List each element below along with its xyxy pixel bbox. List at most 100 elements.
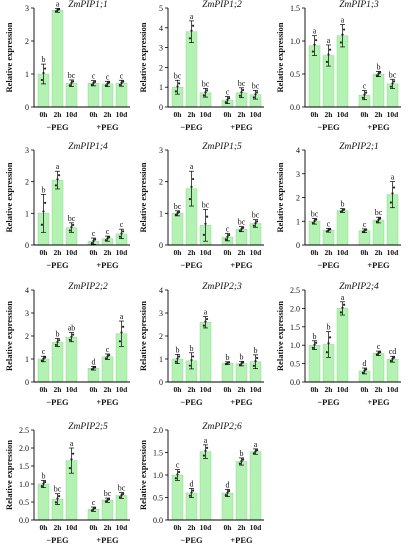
x-tick-label: 0h bbox=[224, 385, 233, 394]
group-label: −PEG bbox=[46, 260, 69, 270]
data-point bbox=[361, 230, 364, 233]
y-tick-label: 0 bbox=[159, 378, 163, 387]
y-tick-label: 2.0 bbox=[153, 426, 163, 435]
x-tick-label: 0h bbox=[361, 110, 370, 119]
data-point bbox=[393, 186, 396, 189]
y-tick-label: 2 bbox=[159, 63, 163, 72]
significance-letter: d bbox=[363, 359, 367, 368]
data-point bbox=[226, 98, 229, 101]
data-point bbox=[122, 492, 125, 496]
data-point bbox=[68, 338, 71, 342]
x-tick-label: 2h bbox=[375, 110, 384, 119]
data-point bbox=[106, 498, 109, 502]
y-tick-label: 1 bbox=[296, 217, 300, 226]
y-tick-label: 0.0 bbox=[153, 516, 163, 525]
data-point bbox=[315, 341, 318, 344]
data-point bbox=[325, 351, 328, 354]
data-point bbox=[192, 177, 195, 181]
data-point bbox=[252, 364, 255, 367]
x-tick-label: 10d bbox=[337, 110, 350, 119]
group-label: −PEG bbox=[46, 535, 69, 545]
data-point bbox=[238, 94, 241, 97]
group-label: +PEG bbox=[230, 122, 253, 132]
y-axis-label: Relative expression bbox=[4, 22, 14, 92]
y-tick-label: 2.5 bbox=[19, 426, 29, 435]
data-point bbox=[242, 361, 245, 364]
data-point bbox=[104, 357, 107, 360]
data-point bbox=[42, 71, 45, 75]
y-tick-label: 0.5 bbox=[290, 360, 300, 369]
x-tick-label: 0h bbox=[90, 523, 99, 532]
x-tick-label: 2h bbox=[104, 110, 113, 119]
data-point bbox=[252, 96, 255, 99]
data-point bbox=[256, 356, 259, 360]
data-point bbox=[72, 452, 75, 455]
x-tick-label: 0h bbox=[90, 248, 99, 257]
y-tick-label: 1 bbox=[25, 355, 29, 364]
data-point bbox=[108, 497, 111, 501]
data-point bbox=[202, 94, 205, 97]
data-point bbox=[178, 470, 181, 474]
y-axis-label: Relative expression bbox=[138, 440, 148, 510]
data-point bbox=[313, 43, 316, 46]
significance-letter: a bbox=[254, 440, 258, 449]
data-point bbox=[58, 174, 61, 177]
significance-letter: a bbox=[341, 293, 345, 302]
data-point bbox=[192, 489, 195, 492]
significance-letter: bc bbox=[174, 71, 182, 80]
y-tick-label: 0.5 bbox=[153, 494, 163, 503]
bar bbox=[171, 213, 184, 246]
y-tick-label: 0.5 bbox=[290, 70, 300, 79]
significance-letter: c bbox=[120, 71, 124, 80]
data-point bbox=[188, 364, 191, 367]
data-point bbox=[90, 509, 93, 512]
data-point bbox=[72, 80, 75, 83]
y-tick-label: 3 bbox=[25, 4, 29, 13]
panel-title: ZmPIP1;5 bbox=[202, 142, 242, 152]
data-point bbox=[106, 237, 109, 240]
x-tick-label: 2h bbox=[104, 385, 113, 394]
x-tick-label: 2h bbox=[375, 385, 384, 394]
bar bbox=[101, 83, 114, 108]
bar bbox=[65, 336, 78, 383]
data-point bbox=[94, 366, 97, 369]
y-tick-label: 1 bbox=[25, 70, 29, 79]
x-tick-label: 0h bbox=[311, 385, 320, 394]
bar bbox=[101, 356, 114, 383]
data-point bbox=[254, 93, 257, 96]
bar bbox=[37, 483, 50, 521]
data-point bbox=[375, 220, 378, 223]
x-tick-label: 10d bbox=[66, 110, 79, 119]
data-point bbox=[252, 224, 255, 227]
panel-7: ZmPIP2;2 Relative expression 0 1 2 3 4 c bab d c a 0… bbox=[4, 282, 130, 407]
data-point bbox=[339, 311, 342, 314]
data-point bbox=[254, 221, 257, 225]
bar bbox=[308, 345, 321, 383]
data-point bbox=[365, 228, 368, 231]
data-point bbox=[379, 217, 382, 220]
y-tick-label: 2 bbox=[25, 332, 29, 341]
data-point bbox=[54, 184, 58, 187]
panel-10: ZmPIP2;5 Relative expression 0.0 0.5 1.0 1.5 2… bbox=[4, 422, 130, 545]
significance-letter: a bbox=[56, 162, 60, 171]
significance-letter: b bbox=[42, 55, 46, 64]
significance-letter: bc bbox=[252, 81, 260, 90]
data-point bbox=[339, 41, 342, 44]
x-tick-label: 10d bbox=[200, 523, 213, 532]
bar bbox=[171, 474, 184, 521]
significance-letter: c bbox=[363, 220, 367, 229]
data-point bbox=[178, 355, 181, 358]
data-point bbox=[240, 227, 243, 231]
data-point bbox=[54, 343, 58, 347]
bar bbox=[372, 219, 385, 246]
data-point bbox=[190, 491, 193, 494]
bar bbox=[235, 461, 248, 521]
x-tick-label: 2h bbox=[188, 110, 197, 119]
data-point bbox=[389, 359, 392, 363]
group-label: −PEG bbox=[180, 397, 203, 407]
bar bbox=[115, 495, 128, 521]
x-tick-label: 2h bbox=[188, 248, 197, 257]
data-point bbox=[327, 53, 330, 56]
data-point bbox=[40, 223, 44, 226]
data-point bbox=[176, 473, 179, 476]
